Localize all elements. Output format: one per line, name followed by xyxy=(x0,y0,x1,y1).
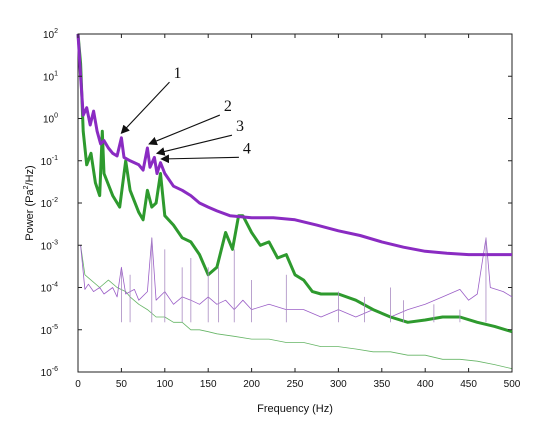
y-tick-label: 10-3 xyxy=(41,239,58,252)
y-tick-label: 10-6 xyxy=(41,366,58,379)
series-layer xyxy=(76,33,513,370)
x-tick-label: 50 xyxy=(116,379,128,390)
y-tick-label: 102 xyxy=(43,28,58,41)
annotation-label-1: 1 xyxy=(173,65,181,82)
x-ticks: 0 50 100 150 200 250 300 350 400 450 500 xyxy=(75,34,521,390)
series-line-2 xyxy=(76,33,513,334)
x-tick-label: 300 xyxy=(330,379,347,390)
y-ticks: 10-6 10-5 10-4 10-3 10-2 10-1 100 101 102 xyxy=(41,28,512,379)
x-tick-label: 400 xyxy=(417,379,434,390)
series-line-3 xyxy=(80,237,513,318)
y-tick-label: 101 xyxy=(43,70,58,83)
annotation-arrow-2 xyxy=(148,114,221,146)
annotation-arrow-3 xyxy=(155,134,233,156)
annotation-arrow-1 xyxy=(120,81,170,134)
y-axis-label: Power (Pa2/Hz) xyxy=(23,165,36,240)
x-tick-label: 500 xyxy=(504,379,521,390)
x-axis-label: Frequency (Hz) xyxy=(257,403,333,415)
annotation-label-4: 4 xyxy=(243,140,251,157)
series-line-4 xyxy=(80,245,513,370)
annotation-layer: 1 23 4 xyxy=(120,65,251,164)
annotation-label-2: 2 xyxy=(224,98,232,115)
y-tick-label: 10-5 xyxy=(41,324,58,337)
annotation-label-3: 3 xyxy=(236,118,244,135)
y-axis-label-base: Power (Pa xyxy=(24,188,36,240)
x-tick-label: 150 xyxy=(200,379,217,390)
y-tick-label: 10-2 xyxy=(41,197,58,210)
plot-frame xyxy=(77,33,513,373)
x-tick-label: 200 xyxy=(243,379,260,390)
series-line-1 xyxy=(76,33,512,257)
x-tick-label: 250 xyxy=(287,379,304,390)
x-tick-label: 350 xyxy=(373,379,390,390)
y-tick-label: 10-4 xyxy=(41,282,58,295)
y-axis-label-sup: 2 xyxy=(23,185,30,189)
x-tick-label: 100 xyxy=(156,379,173,390)
x-tick-label: 0 xyxy=(75,379,81,390)
x-tick-label: 450 xyxy=(460,379,477,390)
y-tick-label: 100 xyxy=(43,113,58,126)
y-axis-label-tail: /Hz) xyxy=(24,165,36,185)
y-tick-label: 10-1 xyxy=(41,155,58,168)
annotation-arrow-4 xyxy=(160,154,239,164)
